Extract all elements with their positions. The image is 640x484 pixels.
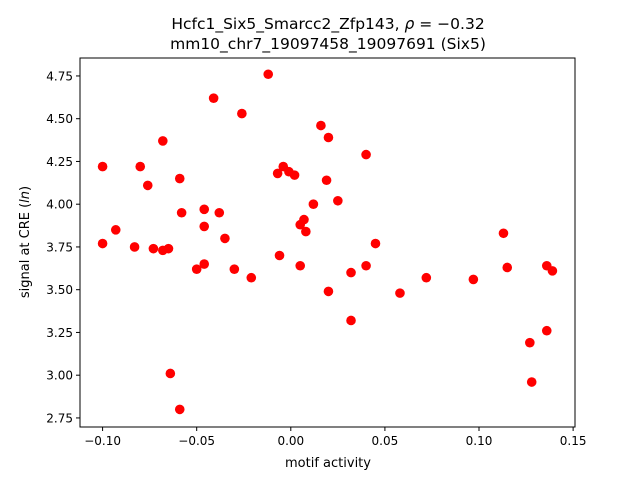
y-tick-label: 3.25	[46, 326, 73, 340]
data-point	[191, 264, 202, 274]
data-point	[468, 274, 479, 285]
y-tick-label: 4.25	[46, 155, 73, 169]
data-point	[316, 120, 326, 131]
plot-frame	[79, 57, 576, 428]
data-point	[165, 368, 176, 379]
data-point	[208, 93, 219, 103]
x-axis-label: motif activity	[285, 456, 371, 471]
data-point	[274, 250, 285, 261]
data-point	[176, 207, 187, 218]
data-point	[97, 238, 108, 249]
data-point	[174, 404, 185, 415]
data-point	[263, 69, 274, 80]
data-point	[110, 225, 121, 235]
x-tick-label: −0.10	[84, 434, 121, 448]
data-point	[370, 238, 381, 249]
data-point	[547, 266, 558, 276]
data-point	[301, 226, 311, 237]
data-point	[135, 161, 146, 172]
data-point	[142, 180, 153, 191]
chart-title-line1: Hcfc1_Six5_Smarcc2_Zfp143, ρ = −0.32	[171, 15, 484, 34]
data-point	[237, 108, 247, 119]
data-point	[214, 207, 225, 218]
x-tick-label: 0.15	[560, 434, 587, 448]
x-tick-label: 0.00	[277, 434, 304, 448]
data-point	[272, 168, 283, 179]
data-point	[199, 221, 210, 232]
data-point	[295, 260, 306, 271]
y-axis-label: signal at CRE (ln)	[18, 186, 33, 298]
y-tick-label: 4.50	[46, 112, 73, 126]
data-point	[289, 170, 300, 180]
data-point	[163, 243, 174, 254]
x-tick-label: 0.10	[466, 434, 493, 448]
data-point	[361, 260, 371, 271]
y-axis-ticks: 2.75 3.00 3.25 3.50 3.75 4.00 4.25 4.50 4.75	[46, 69, 80, 425]
data-point	[323, 286, 334, 297]
chart-title-line2: mm10_chr7_19097458_19097691 (Six5)	[170, 35, 486, 54]
data-point	[526, 377, 537, 387]
data-point	[502, 262, 513, 273]
x-tick-label: 0.05	[372, 434, 399, 448]
data-point	[361, 149, 371, 160]
data-point	[346, 267, 356, 278]
data-point	[174, 173, 185, 184]
data-point	[129, 242, 140, 252]
data-point	[148, 243, 159, 254]
data-point	[395, 288, 405, 298]
data-point	[229, 264, 240, 274]
y-tick-label: 3.75	[46, 240, 73, 254]
data-point	[498, 228, 509, 239]
data-point	[299, 214, 309, 225]
y-tick-label: 2.75	[46, 411, 73, 425]
x-tick-label: −0.05	[178, 434, 215, 448]
data-point	[246, 272, 257, 283]
data-point	[308, 199, 319, 209]
data-point	[421, 272, 432, 283]
data-points	[97, 69, 558, 415]
data-point	[199, 204, 210, 215]
y-tick-label: 4.00	[46, 198, 73, 212]
data-point	[321, 175, 332, 186]
y-tick-label: 4.75	[46, 69, 73, 83]
data-point	[199, 259, 210, 269]
data-point	[323, 132, 334, 143]
data-point	[158, 136, 168, 146]
data-point	[346, 315, 356, 326]
data-point	[333, 195, 343, 206]
data-point	[525, 337, 535, 348]
data-point	[220, 233, 230, 244]
y-tick-label: 3.00	[46, 369, 73, 383]
data-point	[541, 325, 552, 336]
x-axis-ticks: −0.10 −0.05 0.00 0.05 0.10 0.15	[84, 427, 586, 448]
y-tick-label: 3.50	[46, 283, 73, 297]
data-point	[97, 161, 108, 172]
